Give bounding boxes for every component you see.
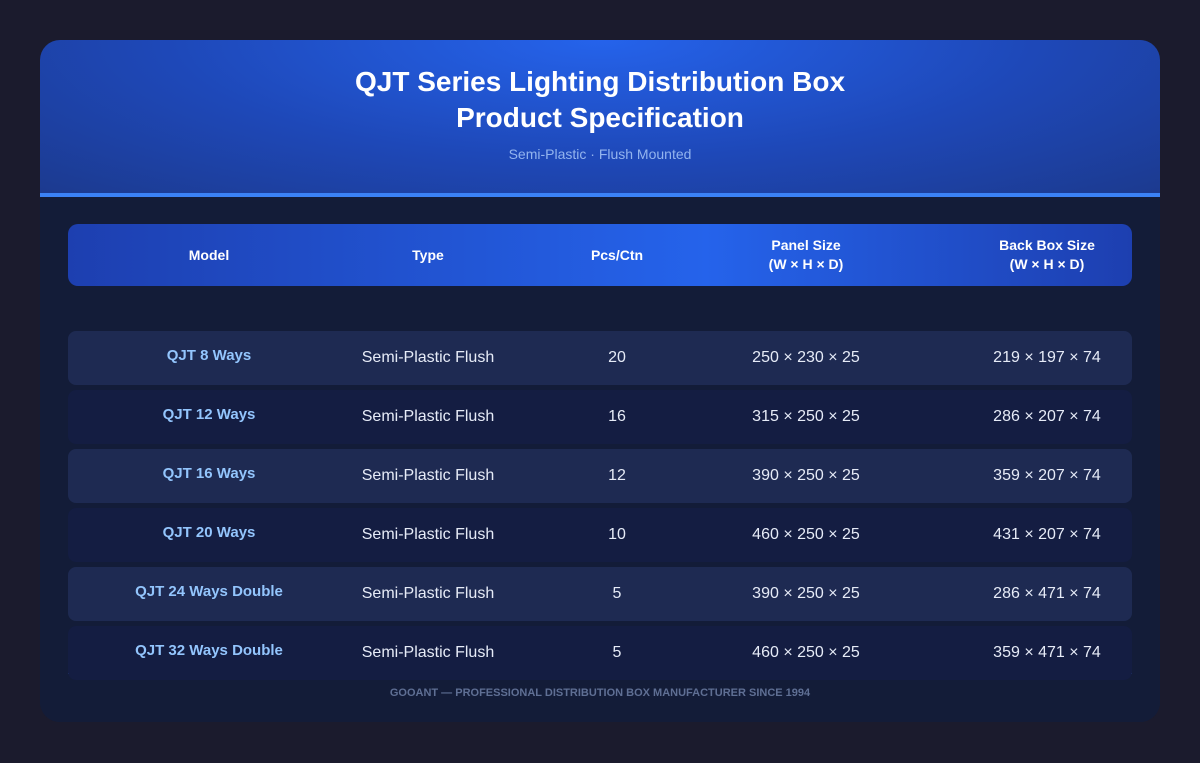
model-cell: QJT 8 Ways — [166, 346, 252, 364]
cell: Semi-Plastic Flush — [361, 408, 495, 425]
cell: 390 × 250 × 25 — [752, 585, 860, 602]
model-cell: QJT 16 Ways — [162, 464, 256, 482]
model-cell: QJT 12 Ways — [162, 405, 256, 423]
cell: 20 — [608, 349, 626, 366]
model-cell: QJT 24 Ways Double — [135, 582, 283, 600]
header-text: Pcs/Ctn — [590, 246, 644, 263]
table-row: QJT 8 Ways Semi-Plastic Flush 20 250 × 230 … — [68, 331, 1132, 385]
footer: GOOANT — PROFESSIONAL DISTRIBUTION BOX M… — [389, 687, 811, 699]
cell: 359 × 207 × 74 — [993, 467, 1101, 484]
column-header: Pcs/Ctn — [537, 224, 697, 286]
table-row: QJT 20 Ways Semi-Plastic Flush 10 460 × 250… — [68, 508, 1132, 562]
title-line: QJT Series Lighting Distribution Box — [354, 66, 846, 97]
header-text: Model — [188, 246, 230, 263]
cell: Semi-Plastic Flush — [361, 526, 495, 543]
header: QJT Series Lighting Distribution Box Pro… — [40, 40, 1160, 197]
header-text: Back Box Size — [999, 237, 1095, 253]
cell: 10 — [608, 526, 626, 543]
cell: 460 × 250 × 25 — [752, 644, 860, 661]
header-text: (W × H × D) — [768, 256, 844, 272]
cell: 431 × 207 × 74 — [993, 526, 1101, 543]
column-header: Back Box Size (W × H × D) — [927, 224, 1160, 286]
column-header: Panel Size (W × H × D) — [696, 224, 916, 286]
cell: 5 — [612, 644, 622, 661]
subtitle: Semi-Plastic · Flush Mounted — [508, 146, 692, 162]
model-cell: QJT 20 Ways — [162, 523, 256, 541]
header-text: Panel Size — [771, 237, 841, 253]
cell: 460 × 250 × 25 — [752, 526, 860, 543]
cell: Semi-Plastic Flush — [361, 644, 495, 661]
cell: 390 × 250 × 25 — [752, 467, 860, 484]
cell: 359 × 471 × 74 — [993, 644, 1101, 661]
title-line: Product Specification — [456, 102, 744, 133]
header-text: Type — [412, 246, 444, 263]
table-row: QJT 32 Ways Double Semi-Plastic Flush 5 460… — [68, 626, 1132, 680]
cell: 16 — [608, 408, 626, 425]
card: QJT Series Lighting Distribution Box Pro… — [40, 40, 1160, 722]
cell: 5 — [612, 585, 622, 602]
table-header: Model Type Pcs/Ctn Panel Size (W × H × D) Bac… — [68, 224, 1132, 286]
cell: Semi-Plastic Flush — [361, 467, 495, 484]
table-row: QJT 12 Ways Semi-Plastic Flush 16 315 × 250… — [68, 390, 1132, 444]
model-cell: QJT 32 Ways Double — [135, 641, 283, 659]
column-header: Model — [99, 224, 319, 286]
table-area: Model Type Pcs/Ctn Panel Size (W × H × D) Bac… — [40, 197, 1160, 722]
cell: 12 — [608, 467, 626, 484]
column-header: Type — [328, 224, 528, 286]
cell: 250 × 230 × 25 — [752, 349, 860, 366]
cell: 286 × 207 × 74 — [993, 408, 1101, 425]
table-row: QJT 16 Ways Semi-Plastic Flush 12 390 × 250… — [68, 449, 1132, 503]
cell: Semi-Plastic Flush — [361, 585, 495, 602]
table-row: QJT 24 Ways Double Semi-Plastic Flush 5 390… — [68, 567, 1132, 621]
cell: Semi-Plastic Flush — [361, 349, 495, 366]
cell: 219 × 197 × 74 — [993, 349, 1101, 366]
header-text: (W × H × D) — [1009, 256, 1085, 272]
cell: 286 × 471 × 74 — [993, 585, 1101, 602]
cell: 315 × 250 × 25 — [752, 408, 860, 425]
